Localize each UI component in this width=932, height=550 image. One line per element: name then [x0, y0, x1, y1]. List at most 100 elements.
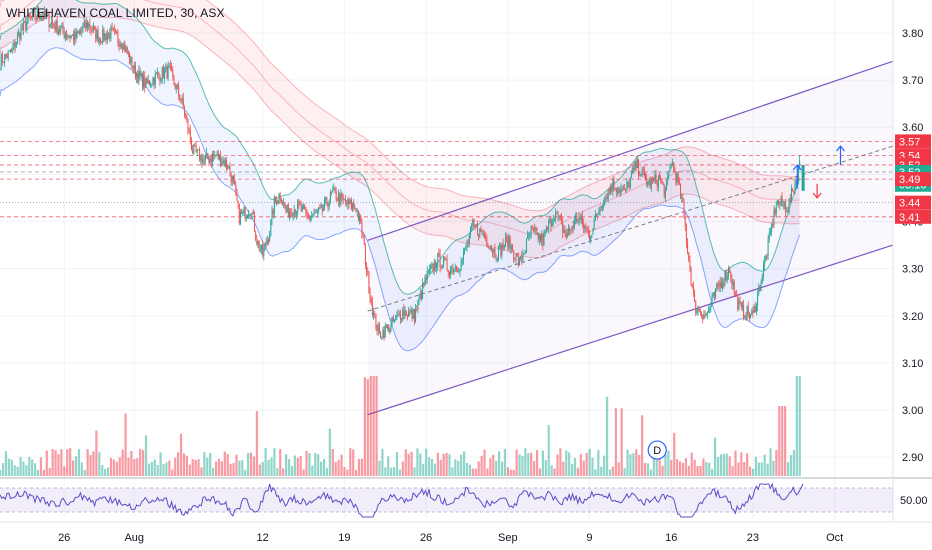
candle-body: [196, 149, 198, 152]
candle-body: [301, 206, 303, 212]
volume-bar: [60, 449, 63, 476]
candle-body: [527, 235, 529, 239]
candle-body: [106, 35, 108, 40]
candle-body: [208, 159, 210, 163]
volume-bar: [340, 454, 343, 476]
candle-body: [611, 188, 613, 192]
volume-bar: [39, 457, 43, 476]
candle-body: [799, 160, 801, 170]
candle-body: [575, 216, 577, 220]
volume-bar: [678, 461, 682, 476]
candle-body: [429, 269, 431, 271]
volume-bar: [448, 454, 451, 476]
candle-body: [635, 161, 637, 168]
candle-body: [416, 309, 418, 311]
candle-body: [661, 180, 663, 183]
candle-body: [594, 213, 596, 221]
candle-body: [732, 281, 734, 286]
volume-bar: [687, 465, 690, 476]
candle-body: [561, 218, 563, 222]
candle-body: [214, 155, 216, 157]
volume-bar: [337, 459, 340, 476]
candle-body: [296, 211, 298, 215]
candle-body: [499, 245, 501, 247]
volume-bar: [31, 459, 34, 476]
candle-body: [434, 261, 436, 268]
candle-body: [787, 211, 789, 213]
volume-bar: [284, 454, 288, 476]
candle-body: [647, 183, 649, 186]
volume-bar: [436, 452, 439, 476]
candle-body: [643, 170, 645, 175]
candle-body: [671, 162, 673, 165]
slow-envelope-lower: [0, 16, 800, 259]
volume-bar: [127, 457, 130, 476]
candle-body: [383, 329, 385, 338]
volume-bar: [632, 453, 635, 476]
candle-body: [440, 267, 442, 269]
candle-body: [57, 30, 59, 34]
candle-body: [780, 197, 782, 205]
candle-body: [262, 244, 264, 256]
volume-bar: [71, 460, 75, 476]
volume-bar: [392, 467, 396, 476]
candle-body: [771, 224, 773, 232]
candle-body: [15, 42, 17, 48]
volume-bar: [527, 453, 530, 476]
price-tick-label-2: 3.10: [902, 358, 923, 370]
volume-bar: [711, 468, 714, 476]
candle-body: [445, 259, 447, 261]
volume-bar: [404, 449, 407, 476]
candle-body: [54, 25, 56, 30]
volume-bar: [562, 461, 565, 476]
volume-bar: [139, 448, 142, 476]
volume-bar: [346, 469, 349, 476]
volume-bar: [92, 451, 95, 476]
volume-bar: [463, 451, 466, 476]
candle-body: [789, 198, 791, 202]
candle-body: [727, 268, 729, 277]
volume-bar: [381, 448, 384, 476]
candle-body: [341, 193, 343, 197]
candle-body: [159, 74, 161, 82]
volume-bar: [611, 466, 615, 476]
candle-body-last: [801, 164, 805, 191]
candle-body: [218, 154, 220, 160]
candle-body: [541, 234, 543, 241]
candle-body: [385, 325, 387, 328]
candle-body: [621, 188, 623, 191]
volume-bar: [638, 454, 641, 476]
candle-body: [441, 266, 443, 269]
candle-body: [368, 272, 370, 293]
candle-body: [417, 300, 419, 310]
candle-body: [217, 152, 219, 160]
rsi-band: [0, 488, 893, 512]
candle-body: [243, 207, 245, 211]
volume-bar: [74, 456, 78, 476]
candle-body: [138, 70, 140, 82]
candle-body: [6, 56, 8, 59]
candle-body: [681, 198, 683, 200]
volume-bar: [357, 458, 361, 476]
volume-bar: [585, 452, 588, 476]
volume-bar: [247, 452, 250, 476]
volume-bar: [798, 376, 801, 476]
volume-bar: [267, 459, 270, 476]
candle-body: [458, 271, 460, 273]
candle-body: [720, 281, 722, 289]
candle-body: [75, 31, 77, 39]
candle-body: [473, 219, 475, 225]
candle-body: [340, 193, 342, 205]
candle-body: [676, 173, 678, 183]
candle-body: [55, 20, 57, 30]
candle-body: [460, 262, 462, 271]
candle-body: [401, 318, 403, 320]
candle-body: [286, 204, 288, 213]
candle-body: [783, 203, 785, 205]
candle-body: [305, 208, 307, 212]
volume-bar: [200, 467, 203, 476]
candle-body: [550, 218, 552, 228]
candle-body: [207, 152, 209, 160]
candle-body: [731, 277, 733, 286]
